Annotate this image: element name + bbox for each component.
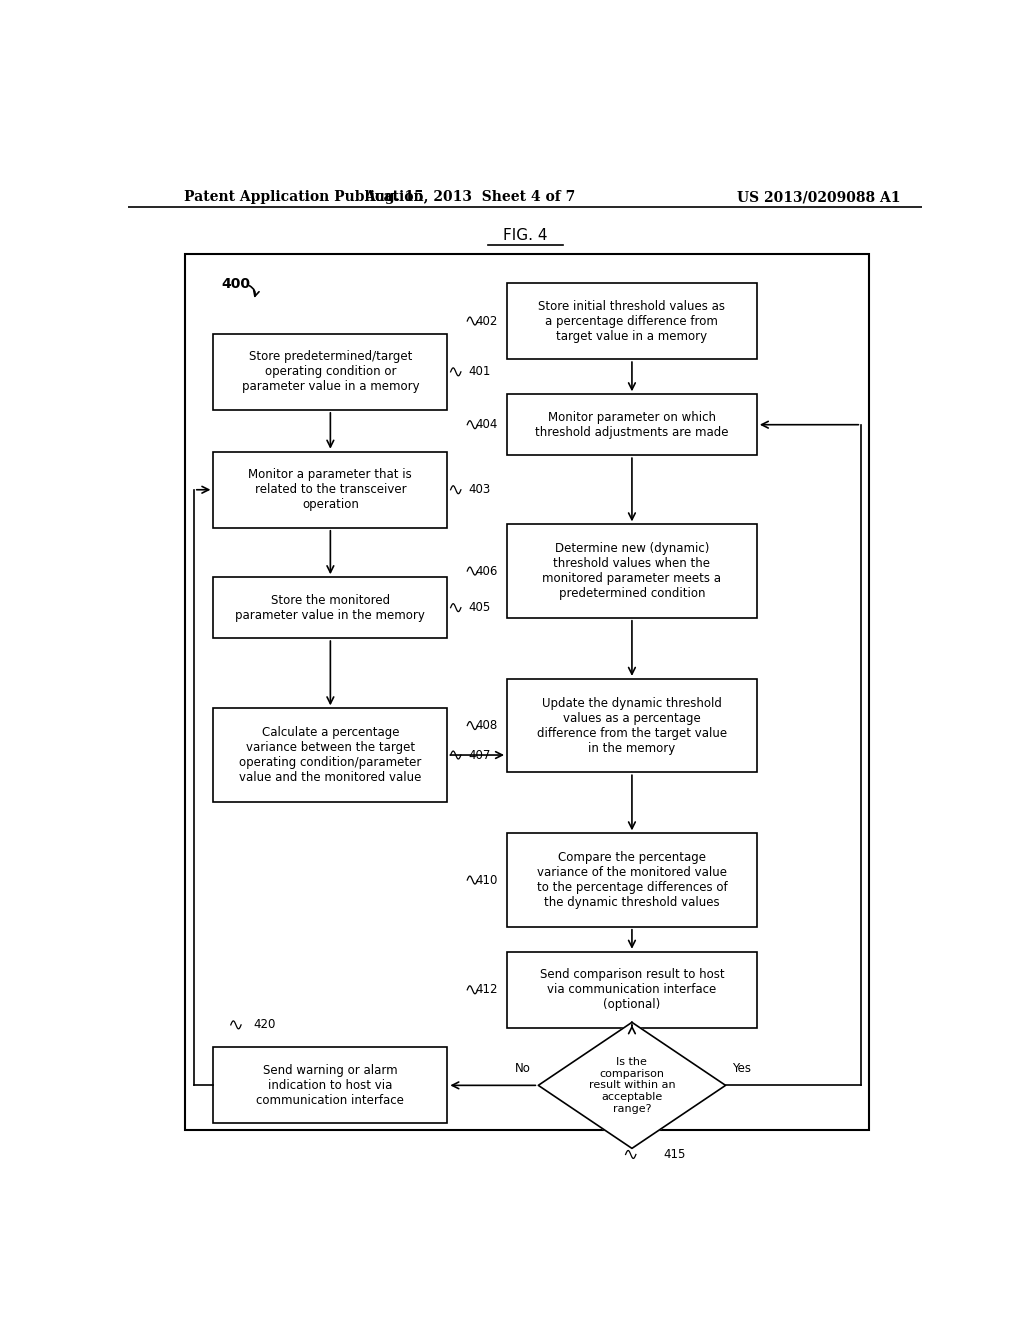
- Text: 404: 404: [475, 418, 498, 432]
- Text: Store initial threshold values as
a percentage difference from
target value in a: Store initial threshold values as a perc…: [539, 300, 725, 342]
- Text: Store predetermined/target
operating condition or
parameter value in a memory: Store predetermined/target operating con…: [242, 350, 419, 393]
- Text: Is the
comparison
result within an
acceptable
range?: Is the comparison result within an accep…: [589, 1057, 675, 1114]
- Text: 407: 407: [468, 748, 490, 762]
- Text: 420: 420: [253, 1019, 275, 1031]
- Text: Update the dynamic threshold
values as a percentage
difference from the target v: Update the dynamic threshold values as a…: [537, 697, 727, 755]
- Polygon shape: [539, 1022, 726, 1148]
- Text: 403: 403: [468, 483, 490, 496]
- Text: Monitor a parameter that is
related to the transceiver
operation: Monitor a parameter that is related to t…: [249, 469, 413, 511]
- Text: FIG. 4: FIG. 4: [503, 228, 547, 243]
- Text: Calculate a percentage
variance between the target
operating condition/parameter: Calculate a percentage variance between …: [240, 726, 422, 784]
- Text: 402: 402: [475, 314, 498, 327]
- FancyBboxPatch shape: [507, 524, 757, 618]
- Text: 401: 401: [468, 366, 490, 379]
- Text: Determine new (dynamic)
threshold values when the
monitored parameter meets a
pr: Determine new (dynamic) threshold values…: [543, 543, 722, 601]
- Text: Send warning or alarm
indication to host via
communication interface: Send warning or alarm indication to host…: [256, 1064, 404, 1107]
- Text: Store the monitored
parameter value in the memory: Store the monitored parameter value in t…: [236, 594, 425, 622]
- Text: US 2013/0209088 A1: US 2013/0209088 A1: [736, 190, 900, 205]
- Text: 405: 405: [468, 601, 490, 614]
- Text: 415: 415: [664, 1148, 686, 1162]
- Text: Yes: Yes: [732, 1063, 751, 1076]
- Text: 410: 410: [475, 874, 498, 887]
- Text: No: No: [514, 1063, 530, 1076]
- Text: 406: 406: [475, 565, 498, 578]
- Text: Patent Application Publication: Patent Application Publication: [183, 190, 423, 205]
- Text: 408: 408: [475, 719, 498, 733]
- Text: 400: 400: [221, 277, 251, 292]
- Text: Send comparison result to host
via communication interface
(optional): Send comparison result to host via commu…: [540, 969, 724, 1011]
- Text: 412: 412: [475, 983, 498, 997]
- FancyBboxPatch shape: [213, 334, 447, 411]
- Text: Aug. 15, 2013  Sheet 4 of 7: Aug. 15, 2013 Sheet 4 of 7: [364, 190, 574, 205]
- Text: Compare the percentage
variance of the monitored value
to the percentage differe: Compare the percentage variance of the m…: [537, 851, 727, 909]
- FancyBboxPatch shape: [507, 282, 757, 359]
- FancyBboxPatch shape: [507, 952, 757, 1028]
- FancyBboxPatch shape: [213, 1047, 447, 1123]
- FancyBboxPatch shape: [507, 395, 757, 455]
- FancyBboxPatch shape: [213, 709, 447, 801]
- FancyBboxPatch shape: [507, 833, 757, 927]
- FancyBboxPatch shape: [213, 577, 447, 638]
- Text: Monitor parameter on which
threshold adjustments are made: Monitor parameter on which threshold adj…: [536, 411, 729, 438]
- FancyBboxPatch shape: [213, 451, 447, 528]
- FancyBboxPatch shape: [507, 678, 757, 772]
